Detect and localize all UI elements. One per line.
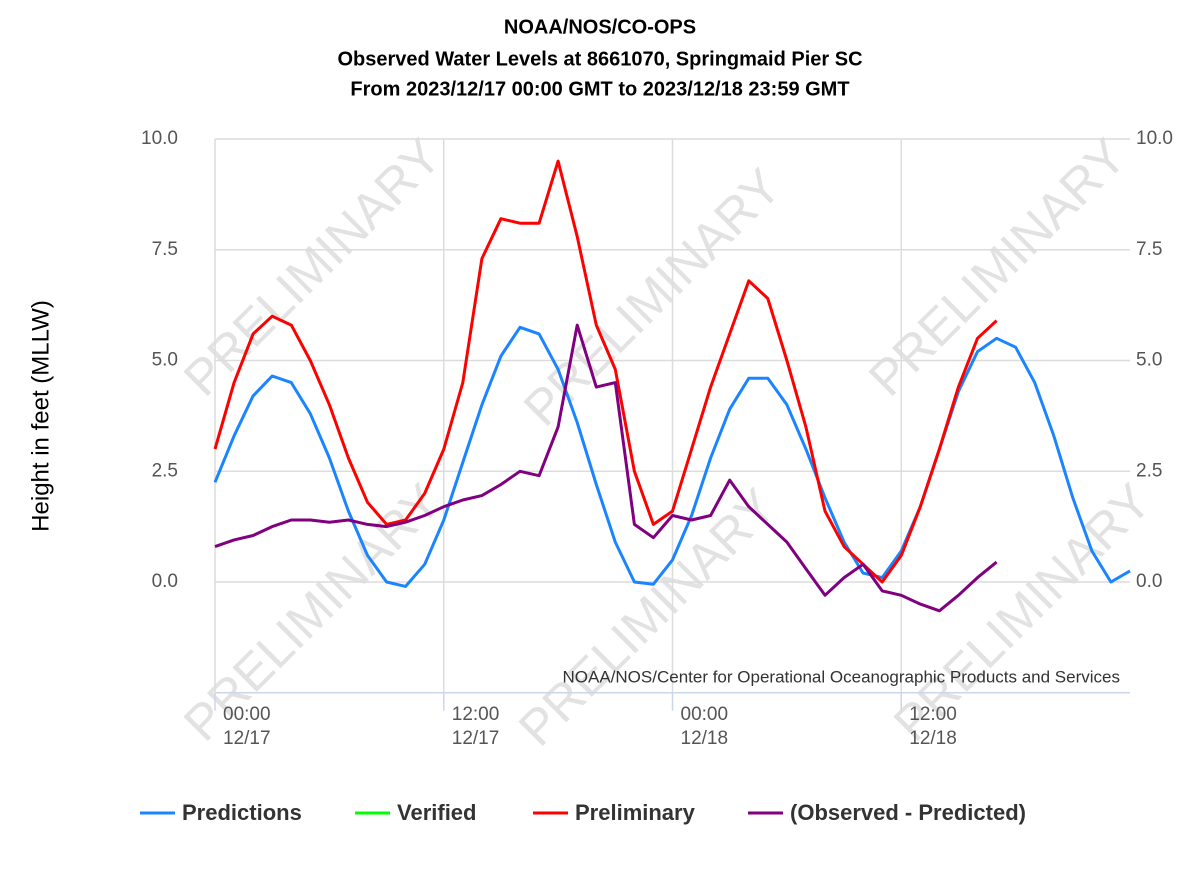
legend-label: (Observed - Predicted) <box>790 800 1026 825</box>
x-tick-label: 00:00 12/18 <box>680 703 729 749</box>
x-tick-label: 12:00 12/18 <box>909 703 957 749</box>
y-tick-label: 5.0 <box>152 350 178 371</box>
y2-tick-label: 2.5 <box>1136 460 1162 481</box>
y2-tick-label: 10.0 <box>1136 128 1173 149</box>
series-line <box>214 323 998 613</box>
chart-title: Observed Water Levels at 8661070, Spring… <box>337 48 862 70</box>
y-tick-label: 10.0 <box>141 128 178 149</box>
watermark: PRELIMINARY <box>858 128 1137 407</box>
legend-label: Preliminary <box>575 800 696 825</box>
credit: NOAA/NOS/Center for Operational Oceanogr… <box>563 667 1121 686</box>
y2-tick-label: 0.0 <box>1136 571 1162 592</box>
x-tick-label: 12:00 12/17 <box>451 703 500 749</box>
y-tick-label: 2.5 <box>152 460 178 481</box>
y-axis-label: Height in feet (MLLW) <box>27 300 54 532</box>
y-tick-label: 7.5 <box>152 239 178 260</box>
y-tick-label: 0.0 <box>152 571 178 592</box>
x-tick-label: 00:00 12/17 <box>223 703 271 749</box>
watermark: PRELIMINARY <box>508 478 787 757</box>
legend-label: Predictions <box>182 800 302 825</box>
chart-title: NOAA/NOS/CO-OPS <box>504 16 696 38</box>
series-line <box>213 325 1131 588</box>
legend-label: Verified <box>397 800 476 825</box>
chart-title: From 2023/12/17 00:00 GMT to 2023/12/18 … <box>350 78 849 100</box>
watermark: PRELIMINARY <box>513 158 792 437</box>
y2-tick-label: 5.0 <box>1136 350 1162 371</box>
y2-tick-label: 7.5 <box>1136 239 1162 260</box>
